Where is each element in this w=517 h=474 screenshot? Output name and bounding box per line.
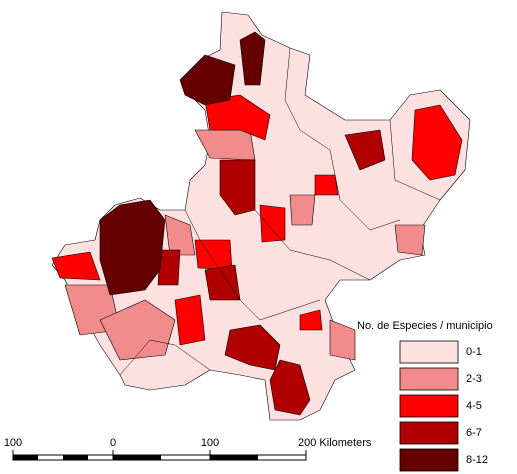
legend-swatch <box>399 340 459 364</box>
scale-label: 100 <box>4 437 22 449</box>
municipality <box>344 129 386 171</box>
municipality <box>99 199 166 296</box>
legend-swatch <box>399 448 459 472</box>
municipal-border <box>254 209 371 281</box>
legend-label: 4-5 <box>466 400 482 412</box>
municipality <box>289 194 316 226</box>
municipality <box>157 249 181 286</box>
municipality <box>194 239 233 271</box>
municipal-border <box>184 209 321 321</box>
scale-bar-segment <box>210 455 258 460</box>
scale-bar: 100 0 100 200 Kilometers <box>4 437 372 461</box>
legend-swatch <box>399 421 459 445</box>
municipality <box>329 319 356 361</box>
municipality <box>179 54 236 106</box>
legend-label: 0-1 <box>466 346 482 358</box>
municipality <box>99 299 176 361</box>
scale-bar-segment <box>63 455 88 460</box>
municipality <box>239 31 266 86</box>
municipality <box>194 129 256 161</box>
municipality <box>204 94 271 141</box>
legend-label: 6-7 <box>466 427 482 439</box>
legend-swatch <box>399 394 459 418</box>
scale-label: 0 <box>110 437 116 449</box>
municipality <box>269 359 311 416</box>
municipality <box>299 309 323 331</box>
municipality <box>259 204 286 243</box>
legend-label: 2-3 <box>466 373 482 385</box>
municipality <box>204 264 241 301</box>
municipality <box>394 224 426 256</box>
municipality <box>219 159 256 216</box>
scale-label: 100 <box>201 437 219 449</box>
legend-swatch <box>399 367 459 391</box>
legend-label: 8-12 <box>466 454 488 466</box>
municipal-border <box>284 47 401 231</box>
municipality <box>164 214 196 256</box>
municipal-border <box>389 119 441 201</box>
municipal-border <box>119 339 211 376</box>
municipality <box>411 104 463 181</box>
legend: 0-1 2-3 4-5 6-7 8-12 <box>399 340 488 472</box>
municipality <box>51 251 101 281</box>
scale-bar-segment <box>13 455 38 460</box>
municipality <box>314 174 339 196</box>
municipality <box>174 294 206 346</box>
legend-title: No. de Especies / municipio <box>357 320 493 332</box>
scale-label: 200 Kilometers <box>298 437 372 449</box>
municipalities <box>51 11 471 421</box>
scale-bar-segment <box>113 455 161 460</box>
